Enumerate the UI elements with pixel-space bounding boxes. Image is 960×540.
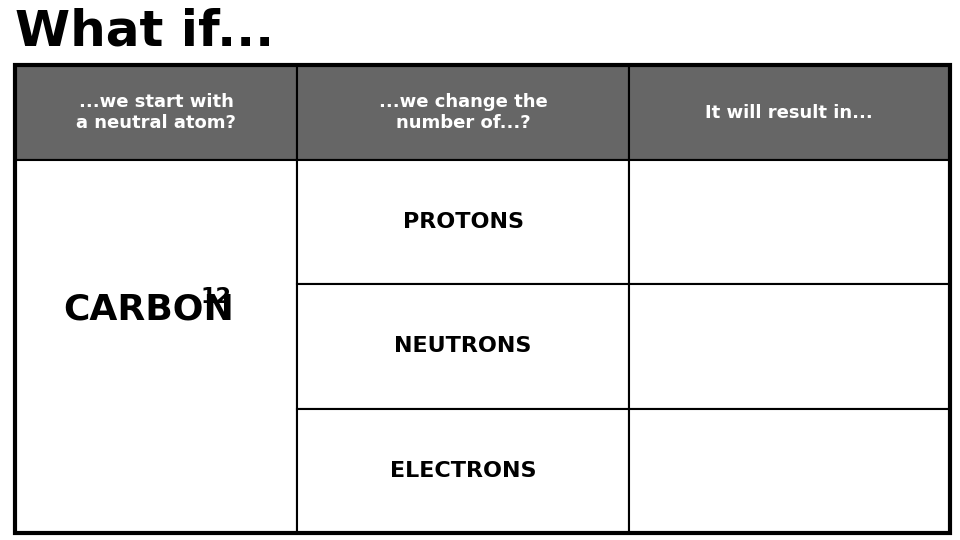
Text: PROTONS: PROTONS: [402, 212, 523, 232]
Text: ELECTRONS: ELECTRONS: [390, 461, 537, 481]
Bar: [15, 65, 950, 533]
Text: NEUTRONS: NEUTRONS: [395, 336, 532, 356]
Bar: [629, 160, 950, 285]
Text: It will result in...: It will result in...: [706, 104, 874, 122]
Bar: [629, 65, 950, 160]
Text: 12: 12: [201, 287, 231, 307]
Bar: [298, 160, 629, 285]
Bar: [15, 65, 298, 160]
Text: ...we start with
a neutral atom?: ...we start with a neutral atom?: [76, 93, 236, 132]
Bar: [629, 285, 950, 409]
Bar: [298, 409, 629, 533]
Text: What if...: What if...: [15, 8, 275, 56]
Text: CARBON: CARBON: [62, 292, 233, 326]
Text: ...we change the
number of...?: ...we change the number of...?: [378, 93, 547, 132]
Bar: [629, 409, 950, 533]
Bar: [15, 160, 298, 533]
Bar: [298, 65, 629, 160]
Bar: [298, 285, 629, 409]
